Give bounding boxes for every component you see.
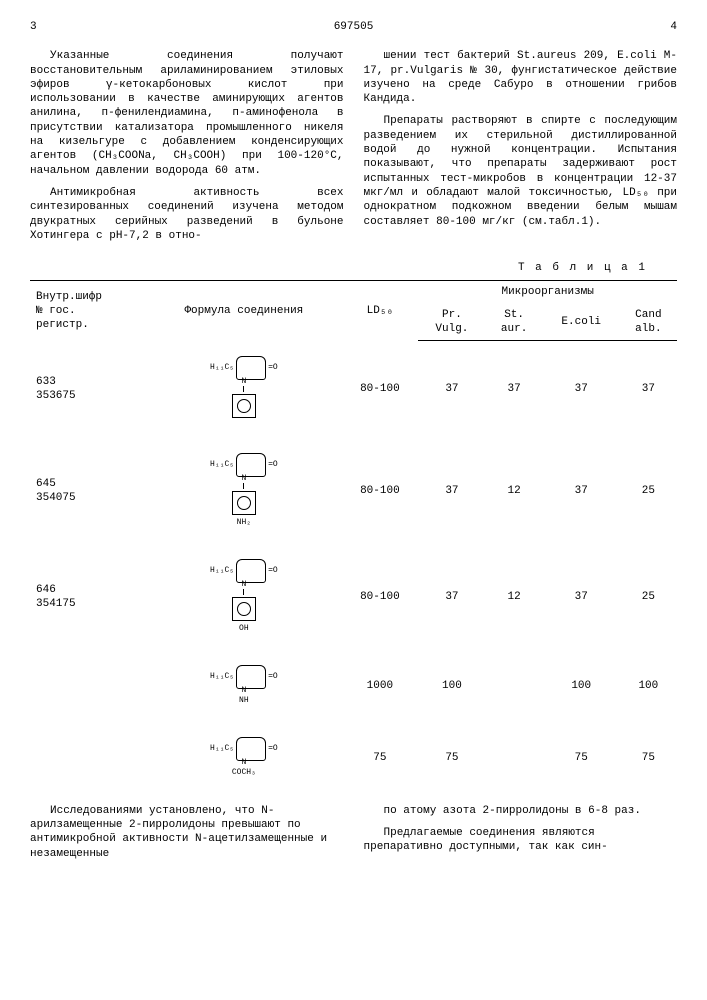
th-micro: Микроорганизмы	[418, 281, 677, 304]
cell-ec: 100	[543, 650, 620, 722]
cell-formula: H₁₁C₅ =O N NH	[146, 650, 341, 722]
th-ca: Cand alb.	[620, 304, 677, 341]
data-table: Внутр.шифр № гос. регистр. Формула соеди…	[30, 280, 677, 793]
left-p2: Антимикробная активность всех синтезиров…	[30, 186, 344, 243]
doc-number: 697505	[334, 20, 374, 34]
cell-formula: H₁₁C₅ =O N OH	[146, 544, 341, 650]
table-row: H₁₁C₅ =O N COCH₃ 75 75 75 75	[30, 722, 677, 794]
th-formula: Формула соединения	[146, 281, 341, 341]
table-row: H₁₁C₅ =O N NH 1000 100 100 100	[30, 650, 677, 722]
cell-ca: 25	[620, 438, 677, 544]
cell-ld50: 75	[341, 722, 418, 794]
bottom-left: Исследованиями установлено, что N-арилза…	[30, 804, 344, 861]
cell-ec: 37	[543, 544, 620, 650]
cell-id	[30, 650, 146, 722]
cell-st: 12	[485, 438, 542, 544]
cell-ec: 75	[543, 722, 620, 794]
table-label: Т а б л и ц а 1	[30, 261, 647, 275]
cell-pr: 37	[418, 438, 485, 544]
cell-ld50: 80-100	[341, 341, 418, 438]
bottom-r2: Предлагаемые соединения являются препара…	[364, 826, 678, 855]
th-ec: E.coli	[543, 304, 620, 341]
cell-pr: 75	[418, 722, 485, 794]
cell-ca: 100	[620, 650, 677, 722]
th-ld50: LD₅₀	[341, 281, 418, 341]
cell-st	[485, 722, 542, 794]
cell-st	[485, 650, 542, 722]
cell-formula: H₁₁C₅ =O N NH₂	[146, 438, 341, 544]
cell-formula: H₁₁C₅ =O N COCH₃	[146, 722, 341, 794]
page-right: 4	[670, 20, 677, 34]
cell-ld50: 80-100	[341, 544, 418, 650]
th-st: St. aur.	[485, 304, 542, 341]
cell-ec: 37	[543, 438, 620, 544]
cell-pr: 37	[418, 341, 485, 438]
page-left: 3	[30, 20, 37, 34]
right-p1: шении тест бактерий St.aureus 209, E.col…	[364, 49, 678, 106]
table-body: 633 353675 H₁₁C₅ =O N 80-100 37 37 37 37…	[30, 341, 677, 794]
cell-st: 12	[485, 544, 542, 650]
cell-ld50: 80-100	[341, 438, 418, 544]
cell-pr: 37	[418, 544, 485, 650]
cell-ca: 75	[620, 722, 677, 794]
table-row: 645 354075 H₁₁C₅ =O N NH₂ 80-100 37 12 3…	[30, 438, 677, 544]
table-row: 646 354175 H₁₁C₅ =O N OH 80-100 37 12 37…	[30, 544, 677, 650]
cell-id	[30, 722, 146, 794]
bottom-r1: по атому азота 2-пирролидоны в 6-8 раз.	[364, 804, 678, 818]
cell-id: 633 353675	[30, 341, 146, 438]
left-p1: Указанные соединения получают восстанови…	[30, 49, 344, 178]
th-id: Внутр.шифр № гос. регистр.	[30, 281, 146, 341]
cell-ca: 25	[620, 544, 677, 650]
cell-formula: H₁₁C₅ =O N	[146, 341, 341, 438]
cell-ec: 37	[543, 341, 620, 438]
cell-id: 645 354075	[30, 438, 146, 544]
cell-st: 37	[485, 341, 542, 438]
cell-pr: 100	[418, 650, 485, 722]
cell-ld50: 1000	[341, 650, 418, 722]
right-p2: Препараты растворяют в спирте с последую…	[364, 114, 678, 228]
cell-ca: 37	[620, 341, 677, 438]
table-row: 633 353675 H₁₁C₅ =O N 80-100 37 37 37 37	[30, 341, 677, 438]
th-pr: Pr. Vulg.	[418, 304, 485, 341]
cell-id: 646 354175	[30, 544, 146, 650]
